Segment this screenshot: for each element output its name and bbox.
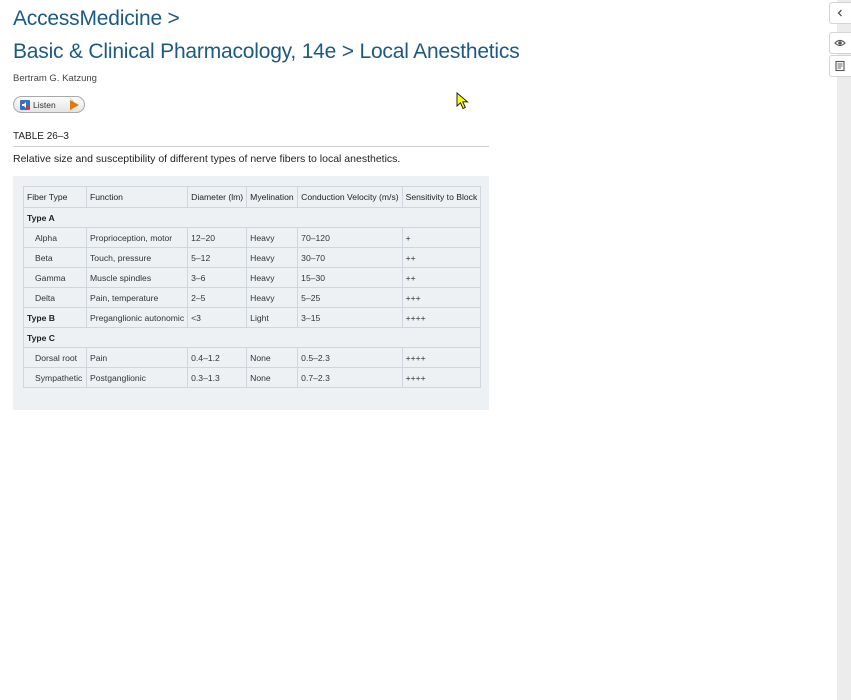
cell-velocity: 30–70 — [297, 247, 403, 268]
breadcrumb-site-link[interactable]: AccessMedicine > — [13, 7, 180, 30]
table-row: Sympathetic Postganglionic 0.3–1.3 None … — [23, 367, 482, 388]
cell-fiber-type: Alpha — [23, 227, 87, 248]
cell-fiber-type: Gamma — [23, 267, 87, 288]
cell-diameter: 0.3–1.3 — [187, 367, 248, 388]
table-header-row: Fiber Type Function Diameter (lm) Myelin… — [23, 186, 482, 208]
table-row: Delta Pain, temperature 2–5 Heavy 5–25 +… — [23, 287, 482, 308]
nerve-fiber-table: Fiber Type Function Diameter (lm) Myelin… — [22, 186, 482, 388]
listen-button[interactable]: Listen — [13, 96, 85, 113]
cell-fiber-type: Beta — [23, 247, 87, 268]
cell-myelination: Light — [246, 307, 299, 328]
cell-myelination: Heavy — [246, 227, 299, 248]
cell-fiber-type: Dorsal root — [23, 347, 87, 368]
cell-diameter: 2–5 — [187, 287, 248, 308]
table-caption: Relative size and susceptibility of diff… — [13, 153, 401, 165]
header-function: Function — [85, 186, 189, 208]
cell-velocity: 5–25 — [297, 287, 403, 308]
cell-fiber-type: Delta — [23, 287, 87, 308]
cell-fiber-type: Type B — [23, 307, 87, 328]
cell-sensitivity: ++++ — [401, 367, 482, 388]
cell-function: Postganglionic — [85, 367, 189, 388]
speaker-icon — [20, 100, 30, 110]
sidebar-collapse-button[interactable] — [829, 2, 851, 24]
table-row: Beta Touch, pressure 5–12 Heavy 30–70 ++ — [23, 247, 482, 268]
cell-myelination: Heavy — [246, 267, 299, 288]
header-diameter: Diameter (lm) — [187, 186, 248, 208]
play-icon[interactable] — [70, 100, 79, 110]
group-type-c: Type C — [22, 327, 482, 348]
cell-diameter: 12–20 — [187, 227, 248, 248]
cell-sensitivity: ++++ — [401, 307, 482, 328]
header-conduction-velocity: Conduction Velocity (m/s) — [297, 186, 403, 208]
cell-function: Touch, pressure — [85, 247, 189, 268]
page-scrollbar[interactable] — [837, 0, 851, 700]
notes-icon — [835, 60, 845, 72]
cell-function: Pain, temperature — [85, 287, 189, 308]
header-myelination: Myelination — [246, 186, 299, 208]
table-row: Dorsal root Pain 0.4–1.2 None 0.5–2.3 ++… — [23, 347, 482, 368]
cell-diameter: 5–12 — [187, 247, 248, 268]
header-sensitivity: Sensitivity to Block — [401, 186, 482, 208]
table-group-row: Type A — [22, 207, 482, 228]
cell-sensitivity: ++++ — [401, 347, 482, 368]
table-panel: Fiber Type Function Diameter (lm) Myelin… — [13, 176, 489, 410]
group-type-a: Type A — [22, 207, 482, 228]
cell-fiber-type: Sympathetic — [23, 367, 87, 388]
chevron-left-icon — [837, 9, 842, 17]
cell-velocity: 15–30 — [297, 267, 403, 288]
cell-myelination: Heavy — [246, 287, 299, 308]
cell-sensitivity: ++ — [401, 247, 482, 268]
cell-function: Proprioception, motor — [85, 227, 189, 248]
eye-icon — [834, 39, 846, 47]
cell-sensitivity: ++ — [401, 267, 482, 288]
cell-function: Preganglionic autonomic — [85, 307, 189, 328]
cell-diameter: 0.4–1.2 — [187, 347, 248, 368]
author-name: Bertram G. Katzung — [13, 73, 97, 84]
cell-velocity: 70–120 — [297, 227, 403, 248]
cell-velocity: 3–15 — [297, 307, 403, 328]
listen-label: Listen — [33, 100, 56, 110]
mouse-cursor-icon — [456, 92, 469, 110]
cell-velocity: 0.5–2.3 — [297, 347, 403, 368]
table-row: Alpha Proprioception, motor 12–20 Heavy … — [23, 227, 482, 248]
table-row: Type B Preganglionic autonomic <3 Light … — [23, 307, 482, 328]
cell-function: Muscle spindles — [85, 267, 189, 288]
notes-button[interactable] — [829, 55, 851, 77]
cell-diameter: <3 — [187, 307, 248, 328]
cell-myelination: None — [246, 367, 299, 388]
cell-function: Pain — [85, 347, 189, 368]
cell-sensitivity: +++ — [401, 287, 482, 308]
cell-velocity: 0.7–2.3 — [297, 367, 403, 388]
cell-myelination: None — [246, 347, 299, 368]
table-row: Gamma Muscle spindles 3–6 Heavy 15–30 ++ — [23, 267, 482, 288]
cell-myelination: Heavy — [246, 247, 299, 268]
cell-sensitivity: + — [401, 227, 482, 248]
view-toggle-button[interactable] — [829, 32, 851, 54]
header-fiber-type: Fiber Type — [23, 186, 87, 208]
table-group-row: Type C — [22, 327, 482, 348]
table-label: TABLE 26–3 — [13, 131, 69, 142]
cell-diameter: 3–6 — [187, 267, 248, 288]
table-label-rule — [13, 146, 489, 147]
page-title[interactable]: Basic & Clinical Pharmacology, 14e > Loc… — [13, 40, 520, 63]
